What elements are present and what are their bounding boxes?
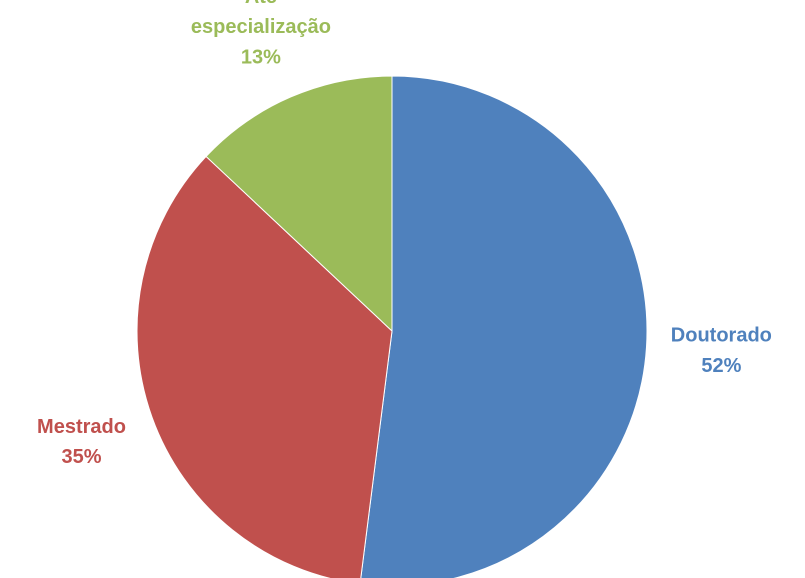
slice-label: Mestrado — [37, 416, 126, 438]
slice-label: Doutorado — [671, 325, 772, 347]
slice-label: Atéespecialização — [191, 0, 331, 38]
value-label: 52% — [701, 355, 741, 377]
pie-slice — [136, 155, 393, 578]
pie-slice — [205, 75, 393, 333]
value-label: 35% — [61, 446, 101, 468]
pie-slice — [360, 75, 648, 578]
value-label: 13% — [241, 46, 281, 68]
